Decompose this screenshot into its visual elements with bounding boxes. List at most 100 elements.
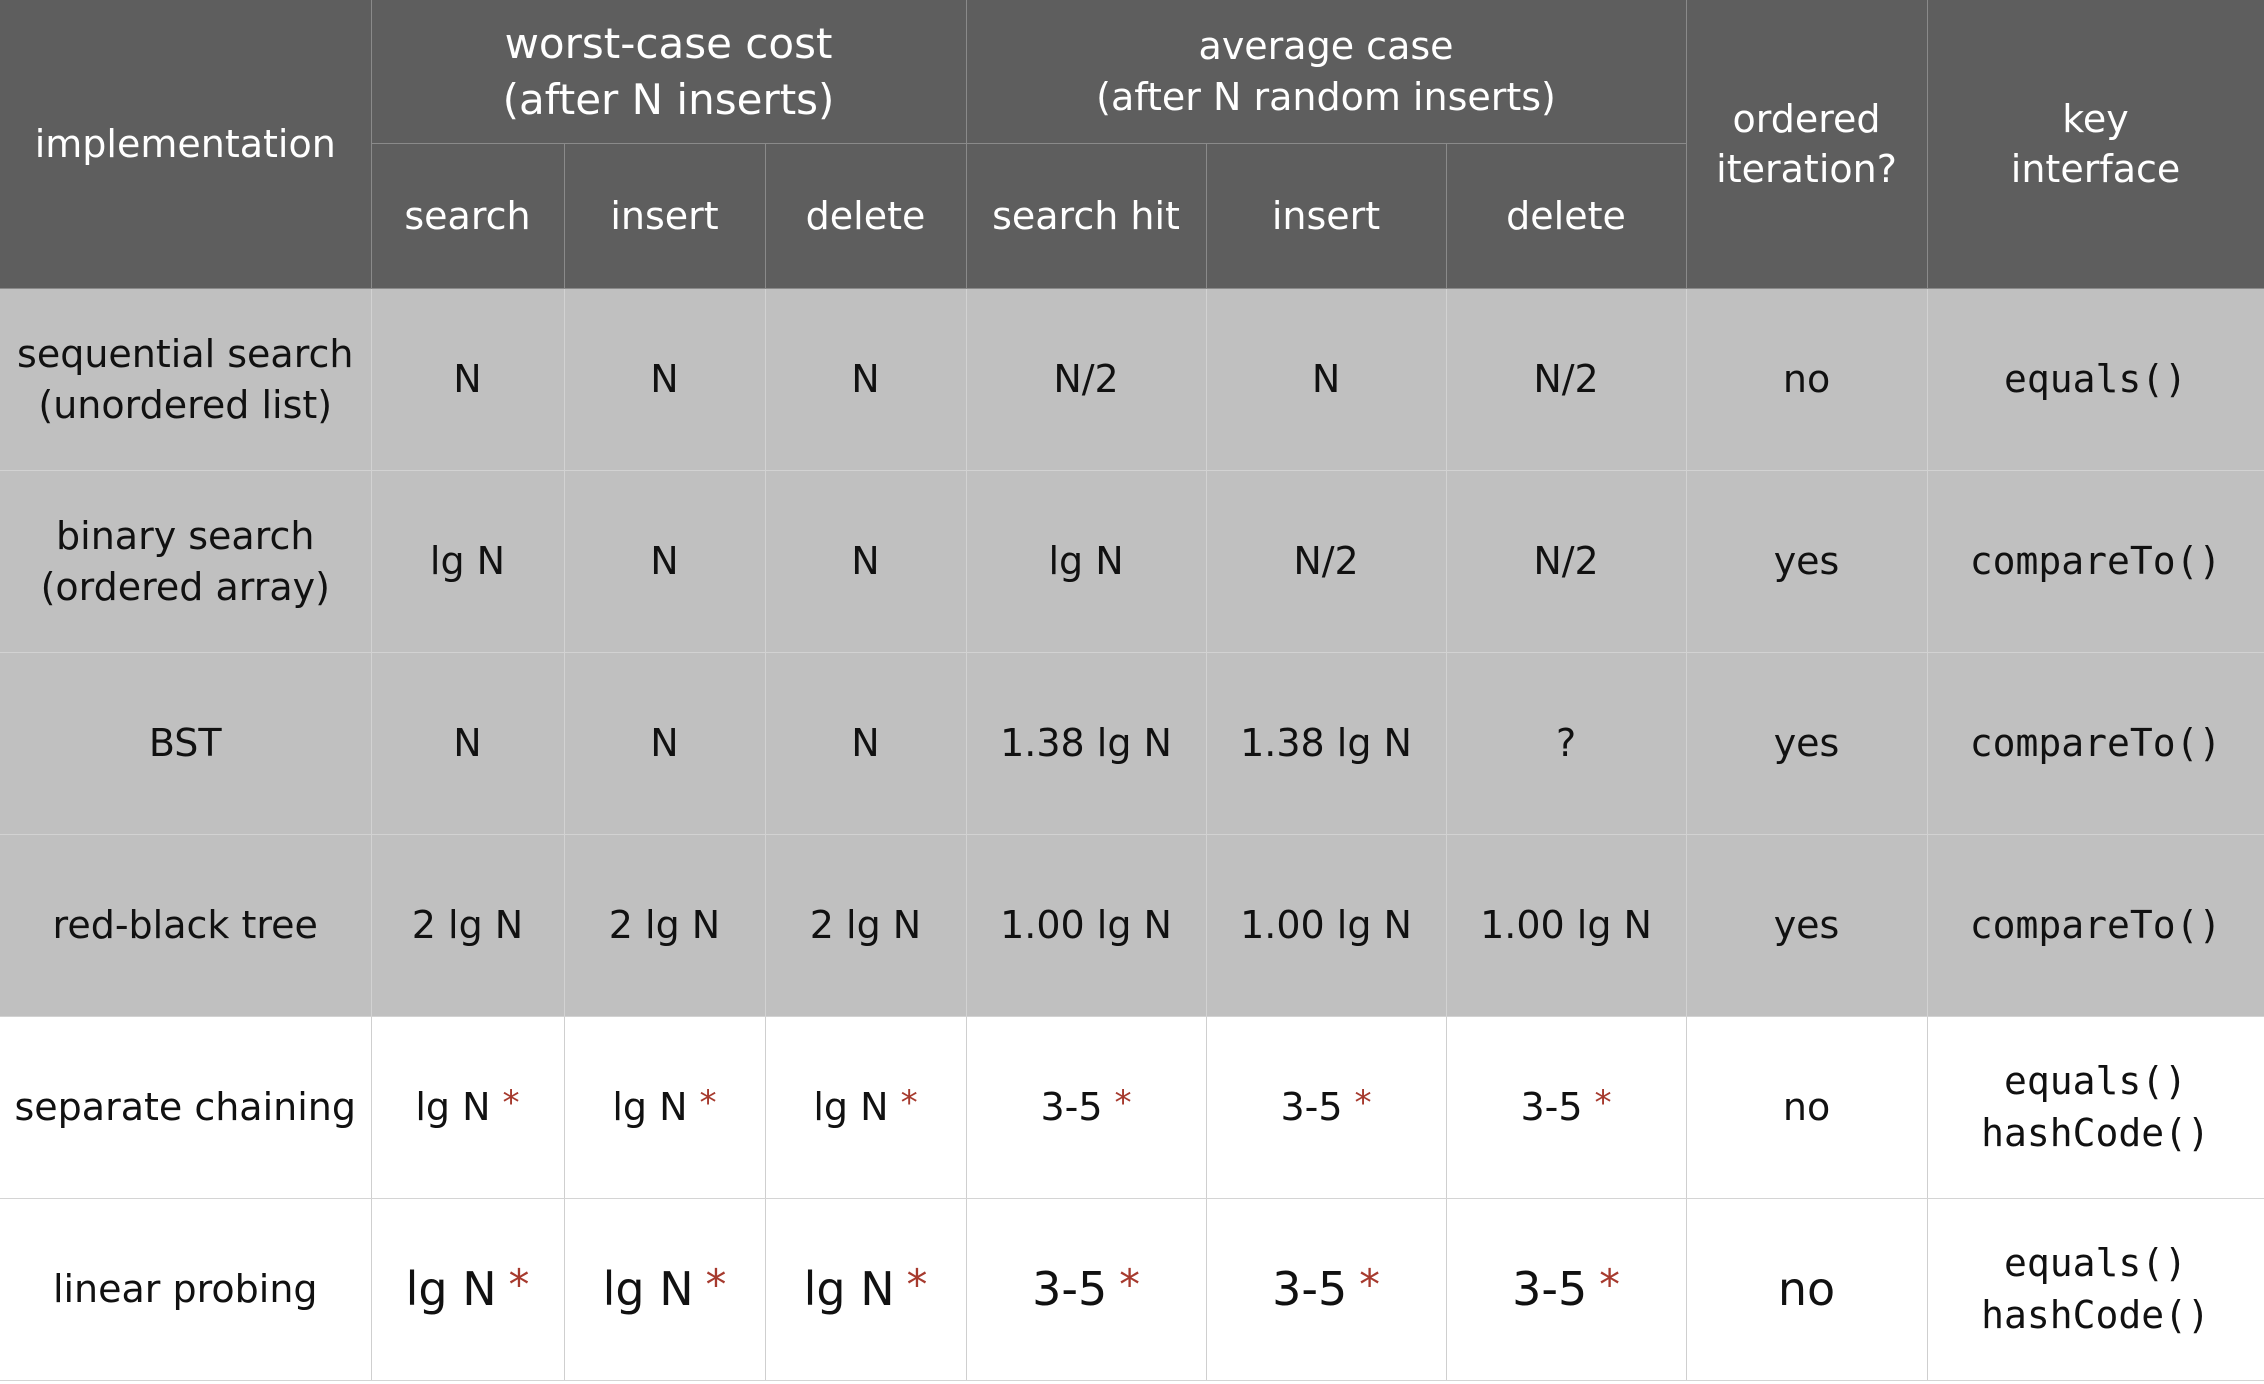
header-worst-case-line2: (after N inserts) xyxy=(502,74,835,124)
header-worst-insert: insert xyxy=(564,143,766,289)
cost-value: lg N xyxy=(602,1262,694,1317)
cell-worst-delete: N xyxy=(765,470,967,653)
implementation-line1: BST xyxy=(148,721,222,766)
cell-avg-search-hit: 3-5 * xyxy=(966,1016,1207,1199)
cost-value: 3-5 xyxy=(1512,1262,1588,1317)
key-interface-line2: hashCode() xyxy=(1981,1292,2210,1337)
key-interface-line1: equals() xyxy=(2004,356,2188,401)
implementation-line2: (unordered list) xyxy=(38,382,333,427)
cell-worst-insert: lg N * xyxy=(564,1016,766,1199)
cell-avg-search-hit: lg N xyxy=(966,470,1207,653)
cost-value: lg N xyxy=(405,1262,497,1317)
cell-worst-delete: N xyxy=(765,652,967,835)
cell-ordered-iteration: no xyxy=(1686,1016,1928,1199)
cost-value: lg N xyxy=(803,1262,895,1317)
cost-value: 3-5 xyxy=(1520,1085,1583,1130)
cell-avg-delete: 1.00 lg N xyxy=(1446,834,1687,1017)
cell-key-interface: equals() hashCode() xyxy=(1927,1198,2264,1381)
table-row: sequential search (unordered list) N N N… xyxy=(0,288,2264,471)
cost-value: 3-5 xyxy=(1040,1085,1103,1130)
cell-worst-delete: lg N * xyxy=(765,1198,967,1381)
key-interface-line1: equals() xyxy=(2004,1059,2188,1104)
cell-avg-insert: N xyxy=(1206,288,1447,471)
cell-key-interface: compareTo() xyxy=(1927,834,2264,1017)
header-average-case-line2: (after N random inserts) xyxy=(1096,74,1556,119)
cell-implementation: binary search (ordered array) xyxy=(0,470,372,653)
header-ordered-iteration: ordered iteration? xyxy=(1686,0,1928,289)
key-interface-line1: equals() xyxy=(2004,1241,2188,1286)
asterisk-marker: * xyxy=(1359,1261,1380,1310)
cell-worst-insert: N xyxy=(564,288,766,471)
cell-worst-insert: 2 lg N xyxy=(564,834,766,1017)
cell-key-interface: compareTo() xyxy=(1927,652,2264,835)
asterisk-marker: * xyxy=(1354,1083,1372,1124)
cell-avg-delete: N/2 xyxy=(1446,470,1687,653)
asterisk-marker: * xyxy=(508,1261,530,1310)
cell-implementation: red-black tree xyxy=(0,834,372,1017)
cell-avg-search-hit: 1.38 lg N xyxy=(966,652,1207,835)
cell-worst-search: N xyxy=(371,652,565,835)
cell-avg-delete: 3-5 * xyxy=(1446,1016,1687,1199)
implementation-line1: binary search xyxy=(56,514,315,559)
implementation-line1: red-black tree xyxy=(52,903,318,948)
cell-worst-search: 2 lg N xyxy=(371,834,565,1017)
cell-avg-search-hit: 3-5 * xyxy=(966,1198,1207,1381)
header-key-line2: interface xyxy=(2010,147,2181,191)
header-avg-insert: insert xyxy=(1206,143,1447,289)
asterisk-marker: * xyxy=(1594,1083,1612,1124)
cost-value: 3-5 xyxy=(1032,1262,1108,1317)
cell-avg-insert: N/2 xyxy=(1206,470,1447,653)
header-worst-case: worst-case cost (after N inserts) xyxy=(371,0,967,144)
cell-worst-search: N xyxy=(371,288,565,471)
header-ordered-line2: iteration? xyxy=(1716,147,1897,191)
header-key-interface: key interface xyxy=(1927,0,2264,289)
header-avg-delete: delete xyxy=(1446,143,1687,289)
header-worst-delete: delete xyxy=(765,143,967,289)
cost-value: 3-5 xyxy=(1272,1262,1348,1317)
cost-value: lg N xyxy=(415,1085,491,1130)
cell-avg-delete: N/2 xyxy=(1446,288,1687,471)
cell-implementation: BST xyxy=(0,652,372,835)
header-key-line1: key xyxy=(2062,96,2129,141)
header-average-case-line1: average case xyxy=(1198,24,1454,69)
cell-worst-search: lg N * xyxy=(371,1016,565,1199)
cell-worst-insert: N xyxy=(564,470,766,653)
cell-worst-search: lg N xyxy=(371,470,565,653)
cell-avg-delete: ? xyxy=(1446,652,1687,835)
implementation-line1: sequential search xyxy=(17,332,354,377)
header-worst-search: search xyxy=(371,143,565,289)
header-implementation: implementation xyxy=(0,0,372,289)
cell-implementation: linear probing xyxy=(0,1198,372,1381)
implementation-line1: separate chaining xyxy=(14,1085,357,1130)
cell-ordered-iteration: yes xyxy=(1686,652,1928,835)
cell-key-interface: equals() hashCode() xyxy=(1927,1016,2264,1199)
cell-implementation: sequential search (unordered list) xyxy=(0,288,372,471)
cell-worst-delete: lg N * xyxy=(765,1016,967,1199)
cell-worst-search: lg N * xyxy=(371,1198,565,1381)
key-interface-line2: hashCode() xyxy=(1981,1110,2210,1155)
cost-value: 3-5 xyxy=(1280,1085,1343,1130)
table-row: BST N N N 1.38 lg N 1.38 lg N ? yes comp… xyxy=(0,652,2264,835)
cell-avg-search-hit: 1.00 lg N xyxy=(966,834,1207,1017)
header-average-case: average case (after N random inserts) xyxy=(966,0,1687,144)
key-interface-line1: compareTo() xyxy=(1969,538,2222,583)
cell-avg-insert: 3-5 * xyxy=(1206,1198,1447,1381)
cell-avg-search-hit: N/2 xyxy=(966,288,1207,471)
table-row: separate chaining lg N * lg N * lg N * 3-5 *… xyxy=(0,1016,2264,1199)
key-interface-line1: compareTo() xyxy=(1969,720,2222,765)
cell-ordered-iteration: no xyxy=(1686,288,1928,471)
asterisk-marker: * xyxy=(705,1261,727,1310)
table-row: red-black tree 2 lg N 2 lg N 2 lg N 1.00… xyxy=(0,834,2264,1017)
header-ordered-line1: ordered xyxy=(1732,96,1881,141)
cell-key-interface: equals() xyxy=(1927,288,2264,471)
asterisk-marker: * xyxy=(906,1261,928,1310)
cell-worst-insert: N xyxy=(564,652,766,835)
asterisk-marker: * xyxy=(900,1083,918,1124)
cell-avg-insert: 1.00 lg N xyxy=(1206,834,1447,1017)
asterisk-marker: * xyxy=(1119,1261,1140,1310)
cell-worst-insert: lg N * xyxy=(564,1198,766,1381)
table-row: linear probing lg N * lg N * lg N * 3-5 * 3-… xyxy=(0,1198,2264,1381)
cost-value: lg N xyxy=(612,1085,688,1130)
cell-avg-insert: 3-5 * xyxy=(1206,1016,1447,1199)
